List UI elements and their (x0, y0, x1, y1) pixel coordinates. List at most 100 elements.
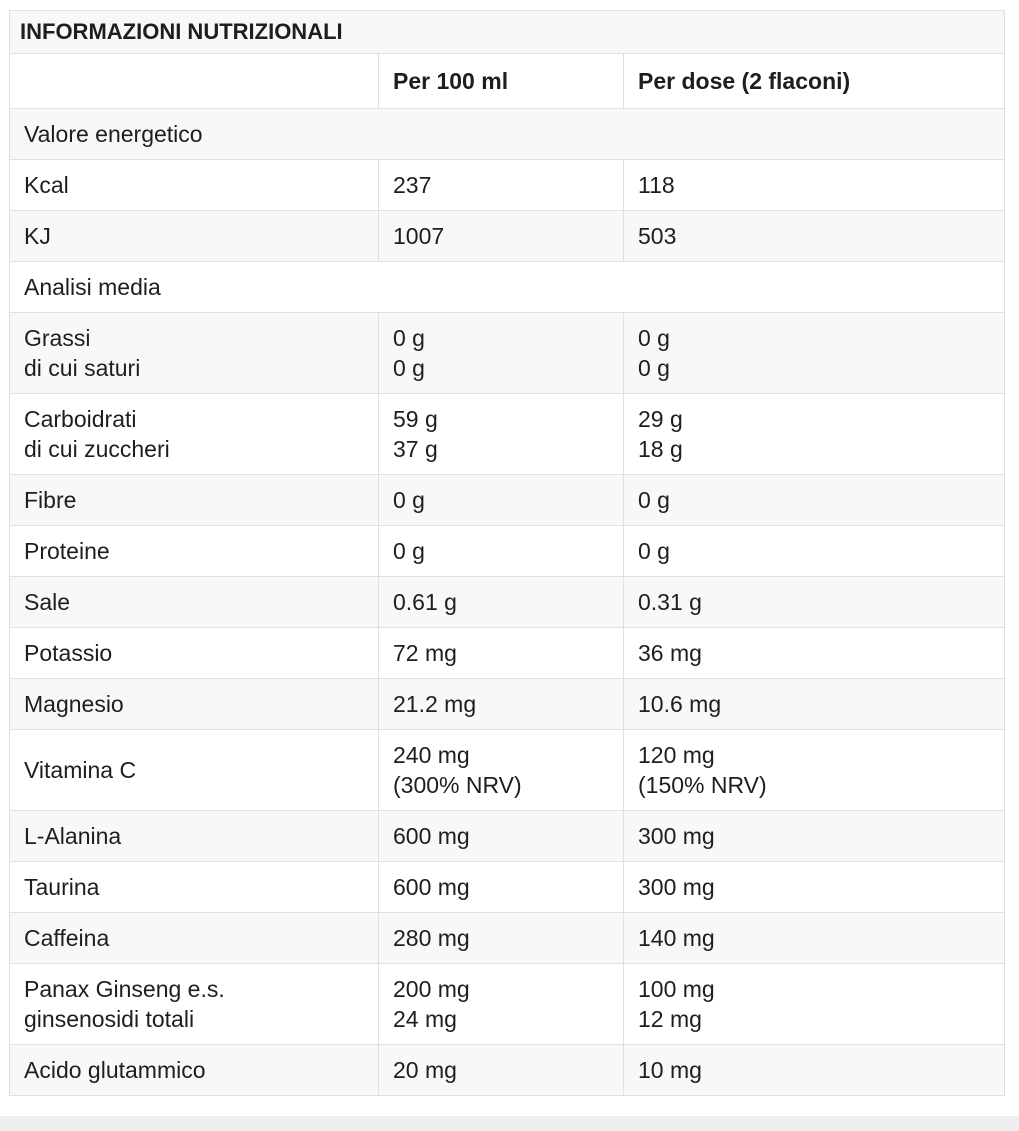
cell-line: Taurina (24, 874, 100, 900)
nutrient-label-cell: Kcal (9, 159, 379, 211)
cell-line: Caffeina (24, 925, 110, 951)
nutrient-label-cell: Magnesio (9, 678, 379, 730)
section-row: Analisi media (9, 261, 1005, 313)
cell-line: Carboidrati (24, 406, 137, 432)
per-dose-value-cell: 0.31 g (623, 576, 1005, 628)
cell-line: ginsenosidi totali (24, 1006, 195, 1032)
table-row: Sale 0.61 g 0.31 g (9, 576, 1005, 628)
column-header-empty (9, 53, 379, 109)
cell-line: Acido glutammico (24, 1057, 206, 1083)
per-dose-value-cell: 36 mg (623, 627, 1005, 679)
cell-line: Sale (24, 589, 71, 615)
table-row: Magnesio 21.2 mg 10.6 mg (9, 678, 1005, 730)
per-100ml-value-cell: 600 mg (378, 861, 624, 913)
table-row: KJ 1007 503 (9, 210, 1005, 262)
cell-line: di cui saturi (24, 355, 141, 381)
cell-line: 0 g (638, 355, 670, 381)
nutrient-label-cell: Carboidrati di cui zuccheri (9, 393, 379, 475)
per-dose-value-cell: 120 mg (150% NRV) (623, 729, 1005, 811)
nutrient-label-cell: KJ (9, 210, 379, 262)
cell-line: 37 g (393, 436, 438, 462)
cell-line: 0 g (393, 538, 425, 564)
per-100ml-value-cell: 21.2 mg (378, 678, 624, 730)
cell-line: Potassio (24, 640, 113, 666)
nutrition-table: INFORMAZIONI NUTRIZIONALI Per 100 ml Per… (9, 10, 1005, 1096)
cell-line: Vitamina C (24, 757, 137, 783)
cell-line: 72 mg (393, 640, 457, 666)
per-dose-value-cell: 300 mg (623, 861, 1005, 913)
cell-line: 600 mg (393, 874, 470, 900)
cell-line: 10.6 mg (638, 691, 722, 717)
nutrient-label-cell: Grassi di cui saturi (9, 312, 379, 394)
per-100ml-value-cell: 0 g (378, 474, 624, 526)
per-dose-value-cell: 10.6 mg (623, 678, 1005, 730)
cell-line: di cui zuccheri (24, 436, 170, 462)
table-row: Taurina 600 mg 300 mg (9, 861, 1005, 913)
cell-line: Kcal (24, 172, 69, 198)
cell-line: 200 mg (393, 976, 470, 1002)
table-body: Valore energetico Kcal 237 118 KJ 1007 503 Anal… (9, 108, 1005, 1096)
table-row: Kcal 237 118 (9, 159, 1005, 211)
cell-line: 0.61 g (393, 589, 457, 615)
cell-line: 0.31 g (638, 589, 702, 615)
cell-line: 24 mg (393, 1006, 457, 1032)
cell-line: 1007 (393, 223, 445, 249)
cell-line: 0 g (393, 325, 425, 351)
nutrient-label-cell: Sale (9, 576, 379, 628)
nutrient-label-cell: Panax Ginseng e.s. ginsenosidi totali (9, 963, 379, 1045)
column-header-per-dose: Per dose (2 flaconi) (623, 53, 1005, 109)
bottom-page-band (0, 1116, 1019, 1131)
per-100ml-value-cell: 0.61 g (378, 576, 624, 628)
table-row: Fibre 0 g 0 g (9, 474, 1005, 526)
table-title: INFORMAZIONI NUTRIZIONALI (9, 10, 1005, 54)
table-row: Potassio 72 mg 36 mg (9, 627, 1005, 679)
cell-line: 10 mg (638, 1057, 702, 1083)
per-dose-value-cell: 300 mg (623, 810, 1005, 862)
cell-line: (150% NRV) (638, 772, 767, 798)
table-row: L-Alanina 600 mg 300 mg (9, 810, 1005, 862)
cell-line: Fibre (24, 487, 77, 513)
cell-line: 237 (393, 172, 432, 198)
cell-line: 21.2 mg (393, 691, 477, 717)
cell-line: KJ (24, 223, 51, 249)
cell-line: 503 (638, 223, 677, 249)
cell-line: 59 g (393, 406, 438, 432)
per-100ml-value-cell: 237 (378, 159, 624, 211)
per-100ml-value-cell: 59 g 37 g (378, 393, 624, 475)
cell-line: Proteine (24, 538, 110, 564)
per-100ml-value-cell: 1007 (378, 210, 624, 262)
table-row: Vitamina C 240 mg (300% NRV) 120 mg (150% NR… (9, 729, 1005, 811)
table-title-row: INFORMAZIONI NUTRIZIONALI (9, 10, 1005, 54)
nutrition-table-container: INFORMAZIONI NUTRIZIONALI Per 100 ml Per… (9, 10, 1005, 1096)
cell-line: L-Alanina (24, 823, 122, 849)
table-row: Caffeina 280 mg 140 mg (9, 912, 1005, 964)
nutrient-label-cell: Fibre (9, 474, 379, 526)
per-100ml-value-cell: 200 mg 24 mg (378, 963, 624, 1045)
per-dose-value-cell: 100 mg 12 mg (623, 963, 1005, 1045)
cell-line: 100 mg (638, 976, 715, 1002)
per-dose-value-cell: 0 g (623, 525, 1005, 577)
per-dose-value-cell: 0 g (623, 474, 1005, 526)
cell-line: 0 g (638, 487, 670, 513)
cell-line: 300 mg (638, 823, 715, 849)
per-dose-value-cell: 10 mg (623, 1044, 1005, 1096)
column-header-row: Per 100 ml Per dose (2 flaconi) (9, 53, 1005, 109)
per-100ml-value-cell: 20 mg (378, 1044, 624, 1096)
nutrient-label-cell: Potassio (9, 627, 379, 679)
nutrient-label-cell: Acido glutammico (9, 1044, 379, 1096)
nutrient-label-cell: Taurina (9, 861, 379, 913)
per-100ml-value-cell: 280 mg (378, 912, 624, 964)
cell-line: Grassi (24, 325, 91, 351)
cell-line: 240 mg (393, 742, 470, 768)
per-dose-value-cell: 29 g 18 g (623, 393, 1005, 475)
nutrient-label-cell: Caffeina (9, 912, 379, 964)
cell-line: 18 g (638, 436, 683, 462)
per-100ml-value-cell: 240 mg (300% NRV) (378, 729, 624, 811)
cell-line: Magnesio (24, 691, 124, 717)
table-row: Proteine 0 g 0 g (9, 525, 1005, 577)
cell-line: 600 mg (393, 823, 470, 849)
nutrient-label-cell: Vitamina C (9, 729, 379, 811)
